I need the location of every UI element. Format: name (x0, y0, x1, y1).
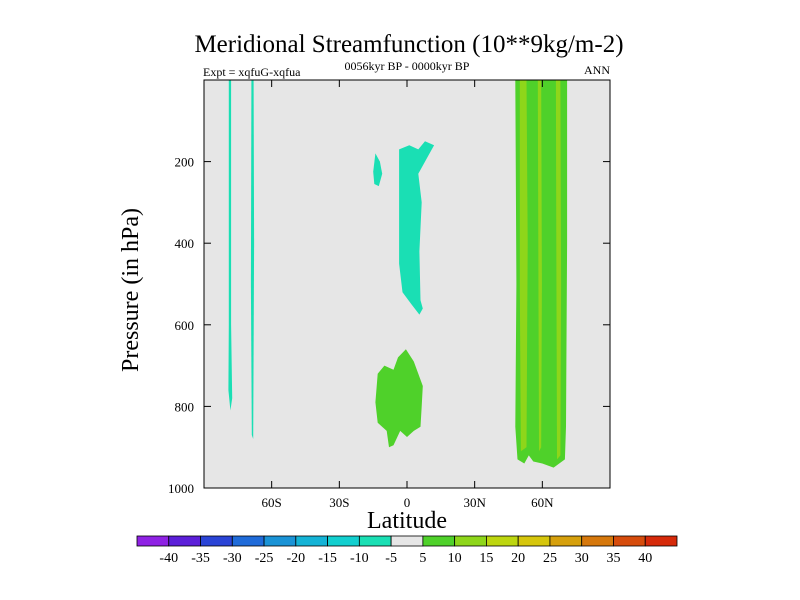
colorbar-label: 10 (448, 551, 462, 566)
colorbar-label: 40 (638, 551, 652, 566)
colorbar-swatch (517, 535, 551, 547)
colorbar-swatch (581, 535, 614, 547)
y-tick-label: 200 (175, 155, 195, 170)
contour-band-h (537, 80, 542, 452)
colorbar-label: -30 (223, 551, 242, 566)
colorbar-label: 30 (575, 551, 589, 566)
contour-blob-c (373, 153, 383, 187)
x-tick-label: 0 (404, 495, 411, 510)
contour-band-g (519, 80, 528, 452)
y-tick-label: 800 (175, 399, 195, 414)
colorbar-label: -20 (286, 551, 305, 566)
y-tick-label: 1000 (168, 481, 194, 496)
contour-band-a (228, 80, 233, 411)
colorbar-swatch (549, 535, 583, 547)
colorbar-swatch (327, 535, 360, 547)
colorbar-label: -25 (255, 551, 274, 566)
x-tick-label: 30S (329, 495, 349, 510)
colorbar-swatch (486, 535, 519, 547)
colorbar-label: -15 (318, 551, 337, 566)
x-axis-label: Latitude (367, 508, 447, 534)
colorbar-label: -10 (350, 551, 369, 566)
colorbar-label: -40 (159, 551, 178, 566)
y-tick-label: 600 (175, 318, 195, 333)
colorbar-label: 15 (479, 551, 493, 566)
colorbar: -40 -35 -30 -25 -20 -15 -10 -5 5 10 15 20 25 30 35 40 (136, 535, 678, 566)
colorbar-label: 5 (419, 551, 426, 566)
colorbar-swatch (295, 535, 328, 547)
colorbar-swatch (422, 535, 456, 547)
colorbar-label: 20 (511, 551, 525, 566)
colorbar-swatch (263, 535, 297, 547)
colorbar-swatch (231, 535, 265, 547)
colorbar-label: -35 (191, 551, 210, 566)
contour-band-i (555, 80, 562, 460)
contour-region-d (399, 141, 435, 315)
contour-regions (228, 80, 568, 468)
colorbar-label: 25 (543, 551, 557, 566)
chart-title: Meridional Streamfunction (10**9kg/m-2) (194, 31, 623, 58)
colorbar-label: 35 (606, 551, 620, 566)
x-tick-label: 60N (531, 495, 554, 510)
colorbar-swatch (390, 535, 424, 547)
colorbar-swatch (644, 535, 678, 547)
contour-band-b (250, 80, 255, 439)
colorbar-swatch (454, 535, 487, 547)
y-tick-label: 400 (175, 236, 195, 251)
colorbar-swatch (168, 535, 201, 547)
colorbar-swatch (200, 535, 233, 547)
colorbar-swatch (358, 535, 392, 547)
colorbar-swatch (136, 535, 170, 547)
period-label: 0056kyr BP - 0000kyr BP (345, 59, 470, 73)
y-axis-ticks: 200 400 600 800 1000 (168, 155, 610, 496)
colorbar-swatch (613, 535, 646, 547)
x-tick-label: 60S (262, 495, 282, 510)
x-axis-ticks: 60S 30S 0 30N 60N (262, 80, 554, 510)
contour-region-e (375, 349, 423, 448)
x-tick-label: 30N (463, 495, 486, 510)
season-label: ANN (584, 63, 610, 77)
colorbar-label: -5 (385, 551, 397, 566)
y-axis-label: Pressure (in hPa) (118, 208, 144, 372)
experiment-label: Expt = xqfuG-xqfua (203, 65, 301, 79)
